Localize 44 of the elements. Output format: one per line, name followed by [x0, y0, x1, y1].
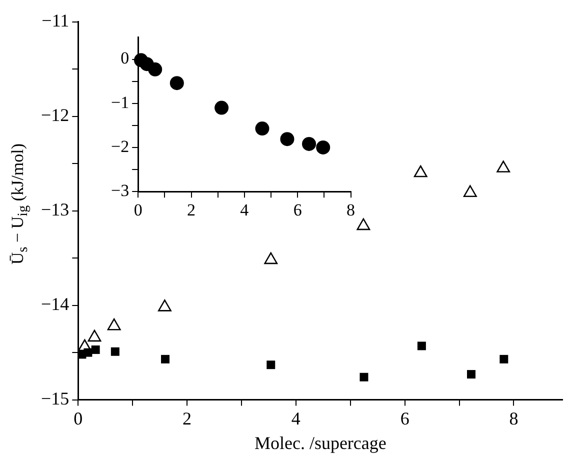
point: [158, 300, 172, 312]
x-tick-label: 8: [509, 408, 518, 428]
x-tick-label: 2: [187, 200, 196, 220]
point: [170, 76, 184, 90]
x-tick-label: 0: [74, 408, 83, 428]
point: [266, 360, 276, 370]
x-tick-label: 4: [291, 408, 300, 428]
point: [264, 252, 278, 264]
x-tick-label: 2: [182, 408, 192, 428]
point: [161, 354, 170, 364]
x-tick-label: 4: [240, 200, 250, 220]
x-tick-label: 0: [134, 200, 142, 220]
point: [496, 160, 510, 172]
y-tick-label: −11: [42, 10, 70, 31]
point: [255, 122, 270, 136]
point: [414, 165, 428, 178]
y-tick-label: −3: [110, 181, 130, 200]
x-tick-label: 6: [293, 200, 302, 220]
point: [316, 140, 330, 154]
point: [148, 62, 162, 76]
x-axis-title: Molec. /supercage: [254, 432, 386, 453]
y-tick-label: −12: [40, 105, 70, 126]
x-tick-label: 8: [346, 200, 355, 220]
point: [463, 185, 477, 197]
point: [417, 342, 426, 350]
point: [214, 100, 229, 115]
y-tick-label: −14: [40, 294, 70, 314]
y-tick-label: −2: [110, 136, 130, 156]
point: [356, 218, 370, 230]
y-tick-label: −15: [40, 388, 70, 409]
point: [466, 370, 476, 379]
point: [91, 345, 100, 354]
point: [302, 136, 316, 151]
y-tick-label: 0: [120, 48, 130, 68]
point: [360, 372, 368, 382]
y-tick-label: −13: [40, 200, 70, 220]
point: [280, 132, 294, 146]
y-tick-label: −1: [110, 92, 130, 112]
point: [110, 347, 120, 356]
point: [107, 318, 121, 330]
x-tick-label: 6: [400, 408, 410, 428]
point: [78, 339, 92, 352]
point: [500, 354, 508, 364]
point: [88, 330, 102, 342]
